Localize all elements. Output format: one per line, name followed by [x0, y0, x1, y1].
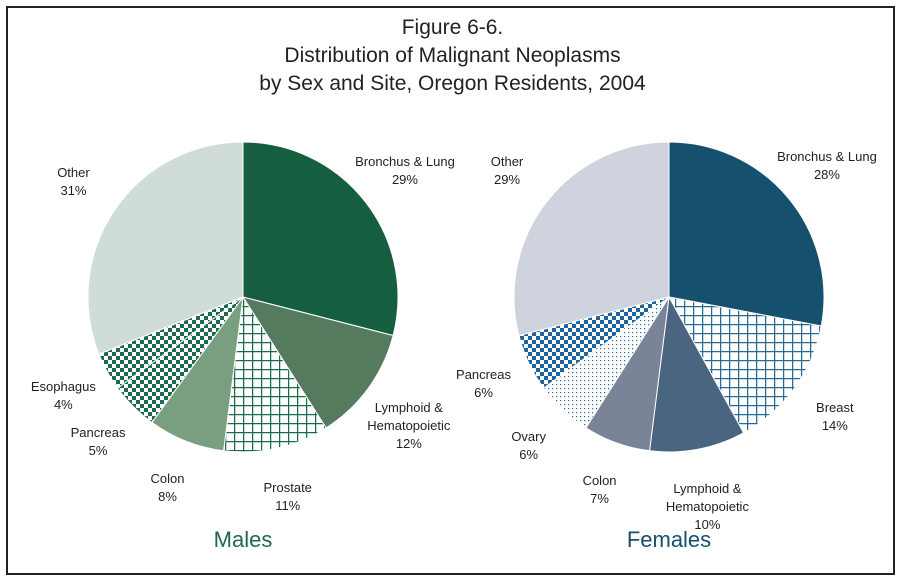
category-label: Breast: [816, 400, 854, 416]
pie-slice: [241, 296, 394, 429]
pie-title: Males: [213, 527, 273, 552]
frame: [6, 6, 895, 575]
slice-label: Colon 8%: [93, 470, 243, 506]
value-label: 7%: [590, 490, 609, 506]
slice-label: Colon 7%: [525, 472, 675, 508]
slice-label: Other 31%: [0, 164, 148, 200]
category-label: Pancreas: [456, 367, 511, 383]
value-label: 5%: [88, 442, 108, 458]
slice-label: Bronchus & Lung 28%: [752, 148, 902, 184]
category-label: Other: [490, 154, 524, 170]
chart-title: Figure 6-6.: [401, 16, 504, 39]
pie-slice: [87, 141, 244, 355]
slice-label: Pancreas 5%: [23, 424, 173, 460]
category-label: Ovary: [511, 429, 546, 445]
pie-slice: [513, 141, 670, 337]
category-label: Prostate: [263, 480, 312, 496]
value-label: 28%: [813, 167, 840, 183]
category-label: Other: [57, 164, 90, 180]
slice-label: Bronchus & Lung 29%: [330, 153, 480, 189]
pie-slice: [649, 295, 745, 453]
value-label: 29%: [391, 172, 418, 188]
value-label: 6%: [474, 385, 493, 401]
slice-label: Esophagus 4%: [0, 378, 138, 414]
category-label: Pancreas: [70, 424, 126, 440]
value-label: 12%: [395, 436, 422, 452]
pie-slice: [223, 295, 327, 453]
pie-title: Females: [626, 527, 712, 552]
slice-label: Lymphoid & Hematopoietic 10%: [632, 480, 782, 534]
slice-label: Pancreas 6%: [409, 366, 559, 402]
slice-label: Other 29%: [432, 153, 582, 189]
pie-slice: [668, 296, 822, 434]
value-label: 31%: [60, 182, 87, 198]
category-label: Colon: [582, 472, 617, 488]
category-label: Bronchus & Lung: [777, 149, 877, 165]
category-label: Esophagus: [30, 378, 96, 394]
value-label: 10%: [694, 517, 721, 533]
slice-label: Breast 14%: [760, 399, 905, 435]
slice-label: Lymphoid & Hematopoietic 12%: [334, 399, 484, 453]
chart-title: by Sex and Site, Oregon Residents, 2004: [259, 72, 646, 95]
value-label: 6%: [519, 447, 539, 463]
category-label: Lymphoid & Hematopoietic: [367, 400, 451, 434]
value-label: 29%: [494, 172, 521, 188]
slice-label: Prostate 11%: [213, 479, 363, 515]
slice-label: Ovary 6%: [454, 428, 604, 464]
pie-slice: [668, 141, 825, 327]
value-label: 14%: [821, 418, 848, 434]
category-label: Colon: [150, 470, 185, 486]
chart-title: Distribution of Malignant Neoplasms: [284, 44, 621, 67]
category-label: Bronchus & Lung: [355, 154, 455, 170]
pie-slice: [242, 141, 399, 337]
category-label: Lymphoid & Hematopoietic: [665, 481, 749, 515]
value-label: 4%: [53, 396, 73, 412]
value-label: 8%: [158, 488, 177, 504]
value-label: 11%: [275, 498, 301, 514]
